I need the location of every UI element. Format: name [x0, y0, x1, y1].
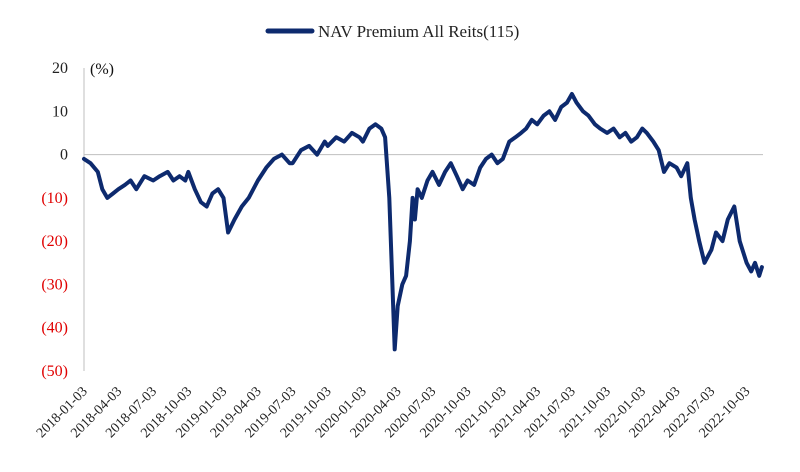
y-tick-label: 0: [60, 147, 68, 164]
y-axis: 20 10 0 (10) (20) (30) (40) (50): [41, 60, 85, 380]
y-tick-label: (20): [41, 233, 68, 250]
y-tick-label: 10: [52, 103, 68, 120]
y-tick-label: (40): [41, 320, 68, 337]
y-tick-label: (30): [41, 276, 68, 293]
y-axis-unit-label: (%): [90, 61, 114, 78]
series-line-nav-premium: [82, 92, 764, 352]
y-tick-label: 20: [52, 60, 68, 77]
plot-area: [82, 92, 764, 352]
legend-label: NAV Premium All Reits(115): [318, 22, 519, 41]
y-tick-label: (50): [41, 363, 68, 380]
x-axis: 2018-01-032018-04-032018-07-032018-10-03…: [34, 384, 753, 441]
chart-legend: NAV Premium All Reits(115): [265, 22, 519, 41]
y-tick-label: (10): [41, 190, 68, 207]
